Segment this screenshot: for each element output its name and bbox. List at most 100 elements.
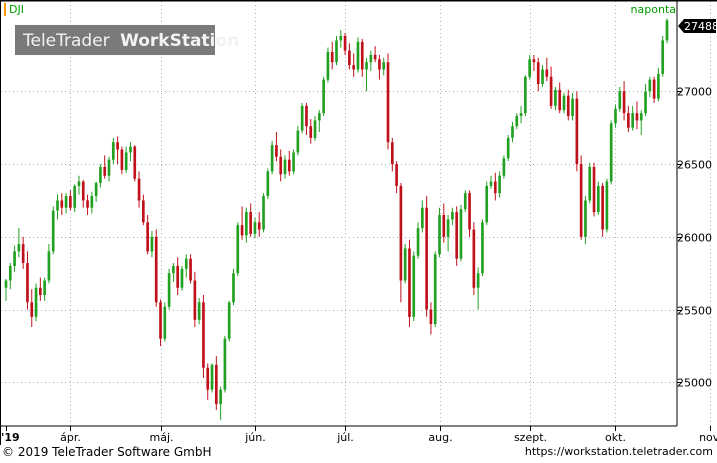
candle-body bbox=[562, 95, 566, 111]
candle-body bbox=[468, 193, 471, 230]
candle-body bbox=[249, 212, 252, 234]
candle-body bbox=[81, 181, 85, 201]
candle-body bbox=[257, 222, 261, 230]
candle-body bbox=[446, 219, 450, 237]
candle-body bbox=[511, 126, 514, 138]
candle-body bbox=[592, 166, 596, 213]
candle-body bbox=[545, 69, 549, 77]
symbol-accent-bar bbox=[4, 3, 6, 16]
candle-body bbox=[245, 212, 248, 236]
candle-body bbox=[64, 196, 68, 208]
candle-body bbox=[489, 181, 493, 186]
candle-body bbox=[506, 137, 510, 159]
candle-body bbox=[416, 228, 420, 256]
candle-body bbox=[412, 255, 416, 317]
candle-body bbox=[4, 280, 8, 288]
candle-body bbox=[343, 36, 347, 51]
candle-body bbox=[197, 302, 201, 320]
candle-body bbox=[622, 91, 626, 114]
candle-body bbox=[154, 236, 158, 303]
candle-body bbox=[644, 91, 647, 114]
candle-body bbox=[129, 146, 132, 153]
candle-body bbox=[47, 251, 51, 281]
candle-body bbox=[532, 59, 536, 63]
candle-body bbox=[425, 207, 428, 310]
candle-body bbox=[223, 338, 227, 390]
candle-body bbox=[549, 76, 553, 106]
x-tick-label: '19 bbox=[1, 431, 20, 444]
candle-body bbox=[352, 65, 355, 70]
candle-body bbox=[253, 222, 257, 234]
svg-text:TeleTrader WorkStation: TeleTrader WorkStation bbox=[22, 31, 239, 51]
candle-body bbox=[455, 212, 459, 259]
candle-body bbox=[339, 36, 343, 41]
symbol-label: DJI bbox=[9, 3, 24, 16]
candle-body bbox=[648, 79, 652, 92]
candle-body bbox=[214, 364, 218, 405]
candle-body bbox=[210, 364, 214, 390]
candle-body bbox=[120, 149, 124, 170]
candle-body bbox=[657, 73, 660, 99]
candle-body bbox=[124, 152, 128, 170]
candle-body bbox=[558, 89, 562, 111]
candle-body bbox=[541, 69, 544, 85]
copyright-text: © 2019 TeleTrader Software GmbH bbox=[2, 445, 212, 459]
candle-body bbox=[8, 265, 12, 281]
x-axis: '19 ápr. máj. jún. júl. aug. szept. okt. nov. bbox=[1, 426, 717, 444]
candle-body bbox=[502, 158, 506, 176]
candle-body bbox=[627, 113, 630, 128]
candle-body bbox=[159, 302, 162, 339]
candle-body bbox=[90, 196, 94, 208]
candle-body bbox=[111, 142, 115, 160]
candle-body bbox=[326, 52, 330, 80]
candle-body bbox=[356, 41, 360, 70]
candle-body bbox=[536, 62, 540, 85]
candle-body bbox=[609, 123, 613, 182]
candle-body bbox=[330, 52, 334, 63]
candle-body bbox=[665, 20, 669, 41]
candle-body bbox=[639, 113, 643, 121]
candle-body bbox=[73, 185, 77, 208]
candle-body bbox=[481, 222, 484, 274]
candle-body bbox=[566, 95, 570, 117]
candle-body bbox=[335, 40, 338, 63]
candle-body bbox=[421, 207, 424, 229]
candle-body bbox=[26, 263, 29, 303]
candle-body bbox=[232, 273, 235, 303]
teletrader-logo: TeleTrader WorkStation bbox=[15, 25, 239, 55]
candle-body bbox=[399, 185, 403, 281]
candle-body bbox=[584, 200, 587, 237]
candle-body bbox=[30, 302, 34, 317]
interval-label: naponta bbox=[631, 3, 676, 16]
candle-body bbox=[43, 280, 46, 296]
candle-body bbox=[163, 306, 167, 339]
candle-body bbox=[292, 152, 295, 172]
candle-body bbox=[575, 98, 579, 165]
plot-border-left bbox=[0, 0, 1, 445]
candle-body bbox=[279, 156, 283, 175]
candle-body bbox=[13, 251, 16, 266]
x-tick-label: okt. bbox=[605, 431, 626, 444]
y-tick-label: 27000 bbox=[677, 86, 712, 99]
y-tick-label: 25000 bbox=[677, 377, 712, 390]
candle-body bbox=[77, 181, 81, 186]
x-tick-label: júl. bbox=[336, 431, 354, 444]
candle-body bbox=[318, 113, 321, 121]
candle-body bbox=[588, 166, 592, 201]
candle-body bbox=[451, 212, 454, 220]
candle-body bbox=[21, 244, 25, 264]
candle-body bbox=[103, 166, 107, 176]
candle-body bbox=[202, 302, 205, 368]
plot-border-top bbox=[0, 0, 717, 2]
candle-body bbox=[498, 175, 501, 194]
candle-body bbox=[519, 113, 523, 117]
candle-body bbox=[661, 40, 665, 74]
candle-body bbox=[459, 209, 463, 259]
candle-body bbox=[193, 280, 197, 320]
candle-body bbox=[94, 182, 98, 197]
candle-body bbox=[60, 200, 64, 208]
candle-body bbox=[442, 215, 446, 237]
website-link[interactable]: https://workstation.teletrader.com bbox=[524, 445, 713, 458]
candle-body bbox=[107, 159, 111, 176]
